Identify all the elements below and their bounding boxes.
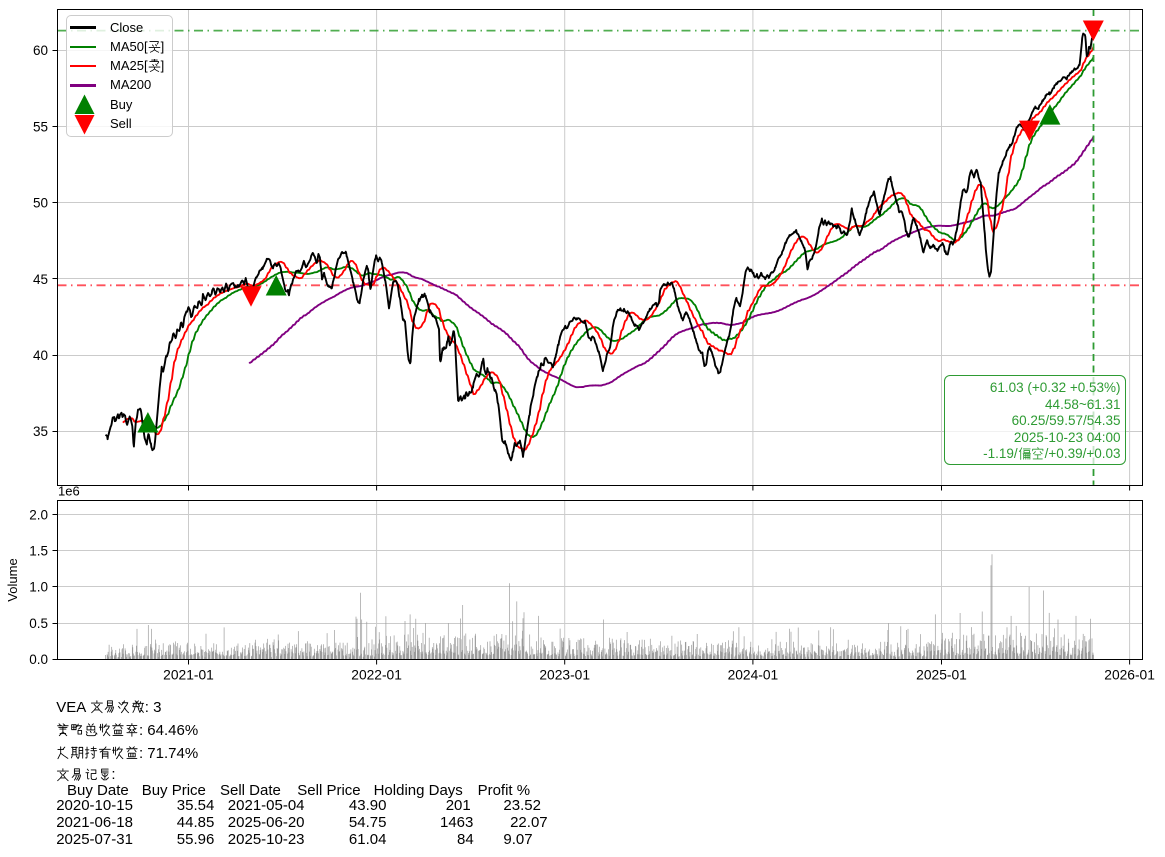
- svg-text:1e6: 1e6: [58, 484, 80, 499]
- svg-text:60: 60: [33, 43, 48, 58]
- svg-text:2.0: 2.0: [29, 507, 48, 522]
- svg-text:2022-01: 2022-01: [351, 668, 402, 683]
- svg-text:50: 50: [33, 196, 48, 211]
- svg-text:0.0: 0.0: [29, 652, 48, 667]
- svg-text:Volume: Volume: [5, 558, 20, 601]
- svg-text:40: 40: [33, 348, 48, 363]
- svg-text:2026-01: 2026-01: [1104, 668, 1155, 683]
- svg-text:55: 55: [33, 119, 48, 134]
- svg-text:1.5: 1.5: [29, 544, 48, 559]
- svg-text:1.0: 1.0: [29, 580, 48, 595]
- svg-text:2024-01: 2024-01: [728, 668, 779, 683]
- svg-text:35: 35: [33, 424, 48, 439]
- svg-text:2025-01: 2025-01: [916, 668, 967, 683]
- svg-text:2023-01: 2023-01: [539, 668, 590, 683]
- svg-text:0.5: 0.5: [29, 616, 48, 631]
- svg-text:45: 45: [33, 272, 48, 287]
- svg-text:2021-01: 2021-01: [163, 668, 214, 683]
